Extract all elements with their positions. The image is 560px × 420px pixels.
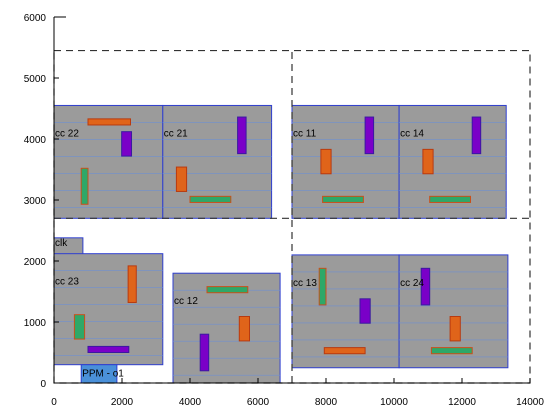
cell-green-23 bbox=[430, 347, 473, 355]
cell-layer bbox=[73, 116, 482, 372]
block-layer bbox=[53, 104, 509, 384]
block-label: cc 11 bbox=[293, 128, 317, 139]
x-tick-label: 12000 bbox=[448, 397, 476, 408]
x-tick-label: 2000 bbox=[111, 397, 134, 408]
cell-green-5 bbox=[189, 195, 232, 203]
x-tick-label: 8000 bbox=[315, 397, 338, 408]
y-tick-label: 3000 bbox=[24, 196, 47, 207]
cell-purple-19 bbox=[359, 298, 371, 324]
x-tick-label: 10000 bbox=[380, 397, 408, 408]
y-tick-label: 6000 bbox=[24, 13, 47, 24]
x-tick-label: 0 bbox=[51, 397, 57, 408]
cell-green-15 bbox=[206, 286, 249, 294]
y-tick-label: 4000 bbox=[24, 135, 47, 146]
cell-orange-12 bbox=[127, 265, 137, 303]
cell-purple-21 bbox=[420, 267, 431, 306]
block-label: cc 14 bbox=[400, 128, 424, 139]
cell-orange-20 bbox=[323, 347, 366, 355]
y-tick-label: 2000 bbox=[24, 257, 47, 268]
cell-green-13 bbox=[73, 314, 86, 340]
y-tick-label: 5000 bbox=[24, 74, 47, 85]
x-tick-label: 6000 bbox=[247, 397, 270, 408]
cell-orange-4 bbox=[175, 166, 188, 192]
cell-green-18 bbox=[318, 267, 327, 306]
block-label: cc 13 bbox=[293, 278, 317, 289]
cell-purple-14 bbox=[87, 345, 130, 353]
cell-purple-7 bbox=[364, 116, 375, 155]
cell-purple-1 bbox=[121, 131, 133, 157]
cell-orange-9 bbox=[422, 148, 434, 175]
y-tick-label: 1000 bbox=[24, 318, 47, 329]
block-label: cc 24 bbox=[400, 278, 424, 289]
block-label: cc 23 bbox=[55, 277, 79, 288]
block-label: PPM - ο1 bbox=[82, 369, 124, 380]
cell-green-2 bbox=[80, 167, 89, 205]
cell-green-11 bbox=[429, 195, 472, 203]
cell-orange-0 bbox=[87, 118, 131, 126]
cell-purple-10 bbox=[471, 116, 482, 155]
block-label: clk bbox=[55, 238, 68, 249]
cell-green-8 bbox=[322, 195, 364, 203]
cell-purple-3 bbox=[237, 116, 247, 155]
x-tick-label: 14000 bbox=[516, 397, 544, 408]
axes: 0 2000 4000 6000 8000 10000 12000 14000 0 1000 200… bbox=[24, 13, 545, 408]
y-tick-label: 0 bbox=[40, 379, 46, 390]
cell-orange-6 bbox=[320, 148, 332, 175]
cell-purple-17 bbox=[199, 333, 210, 372]
block-label: cc 22 bbox=[55, 128, 79, 139]
block-label-layer: cc 22 cc 21 cc 11 cc 14 clk cc 23 cc 12 cc 13 cc… bbox=[55, 128, 424, 379]
cell-orange-16 bbox=[238, 316, 251, 342]
block-label: cc 12 bbox=[174, 296, 198, 307]
cell-orange-22 bbox=[449, 316, 461, 342]
x-tick-label: 4000 bbox=[179, 397, 202, 408]
block-label: cc 21 bbox=[164, 128, 188, 139]
